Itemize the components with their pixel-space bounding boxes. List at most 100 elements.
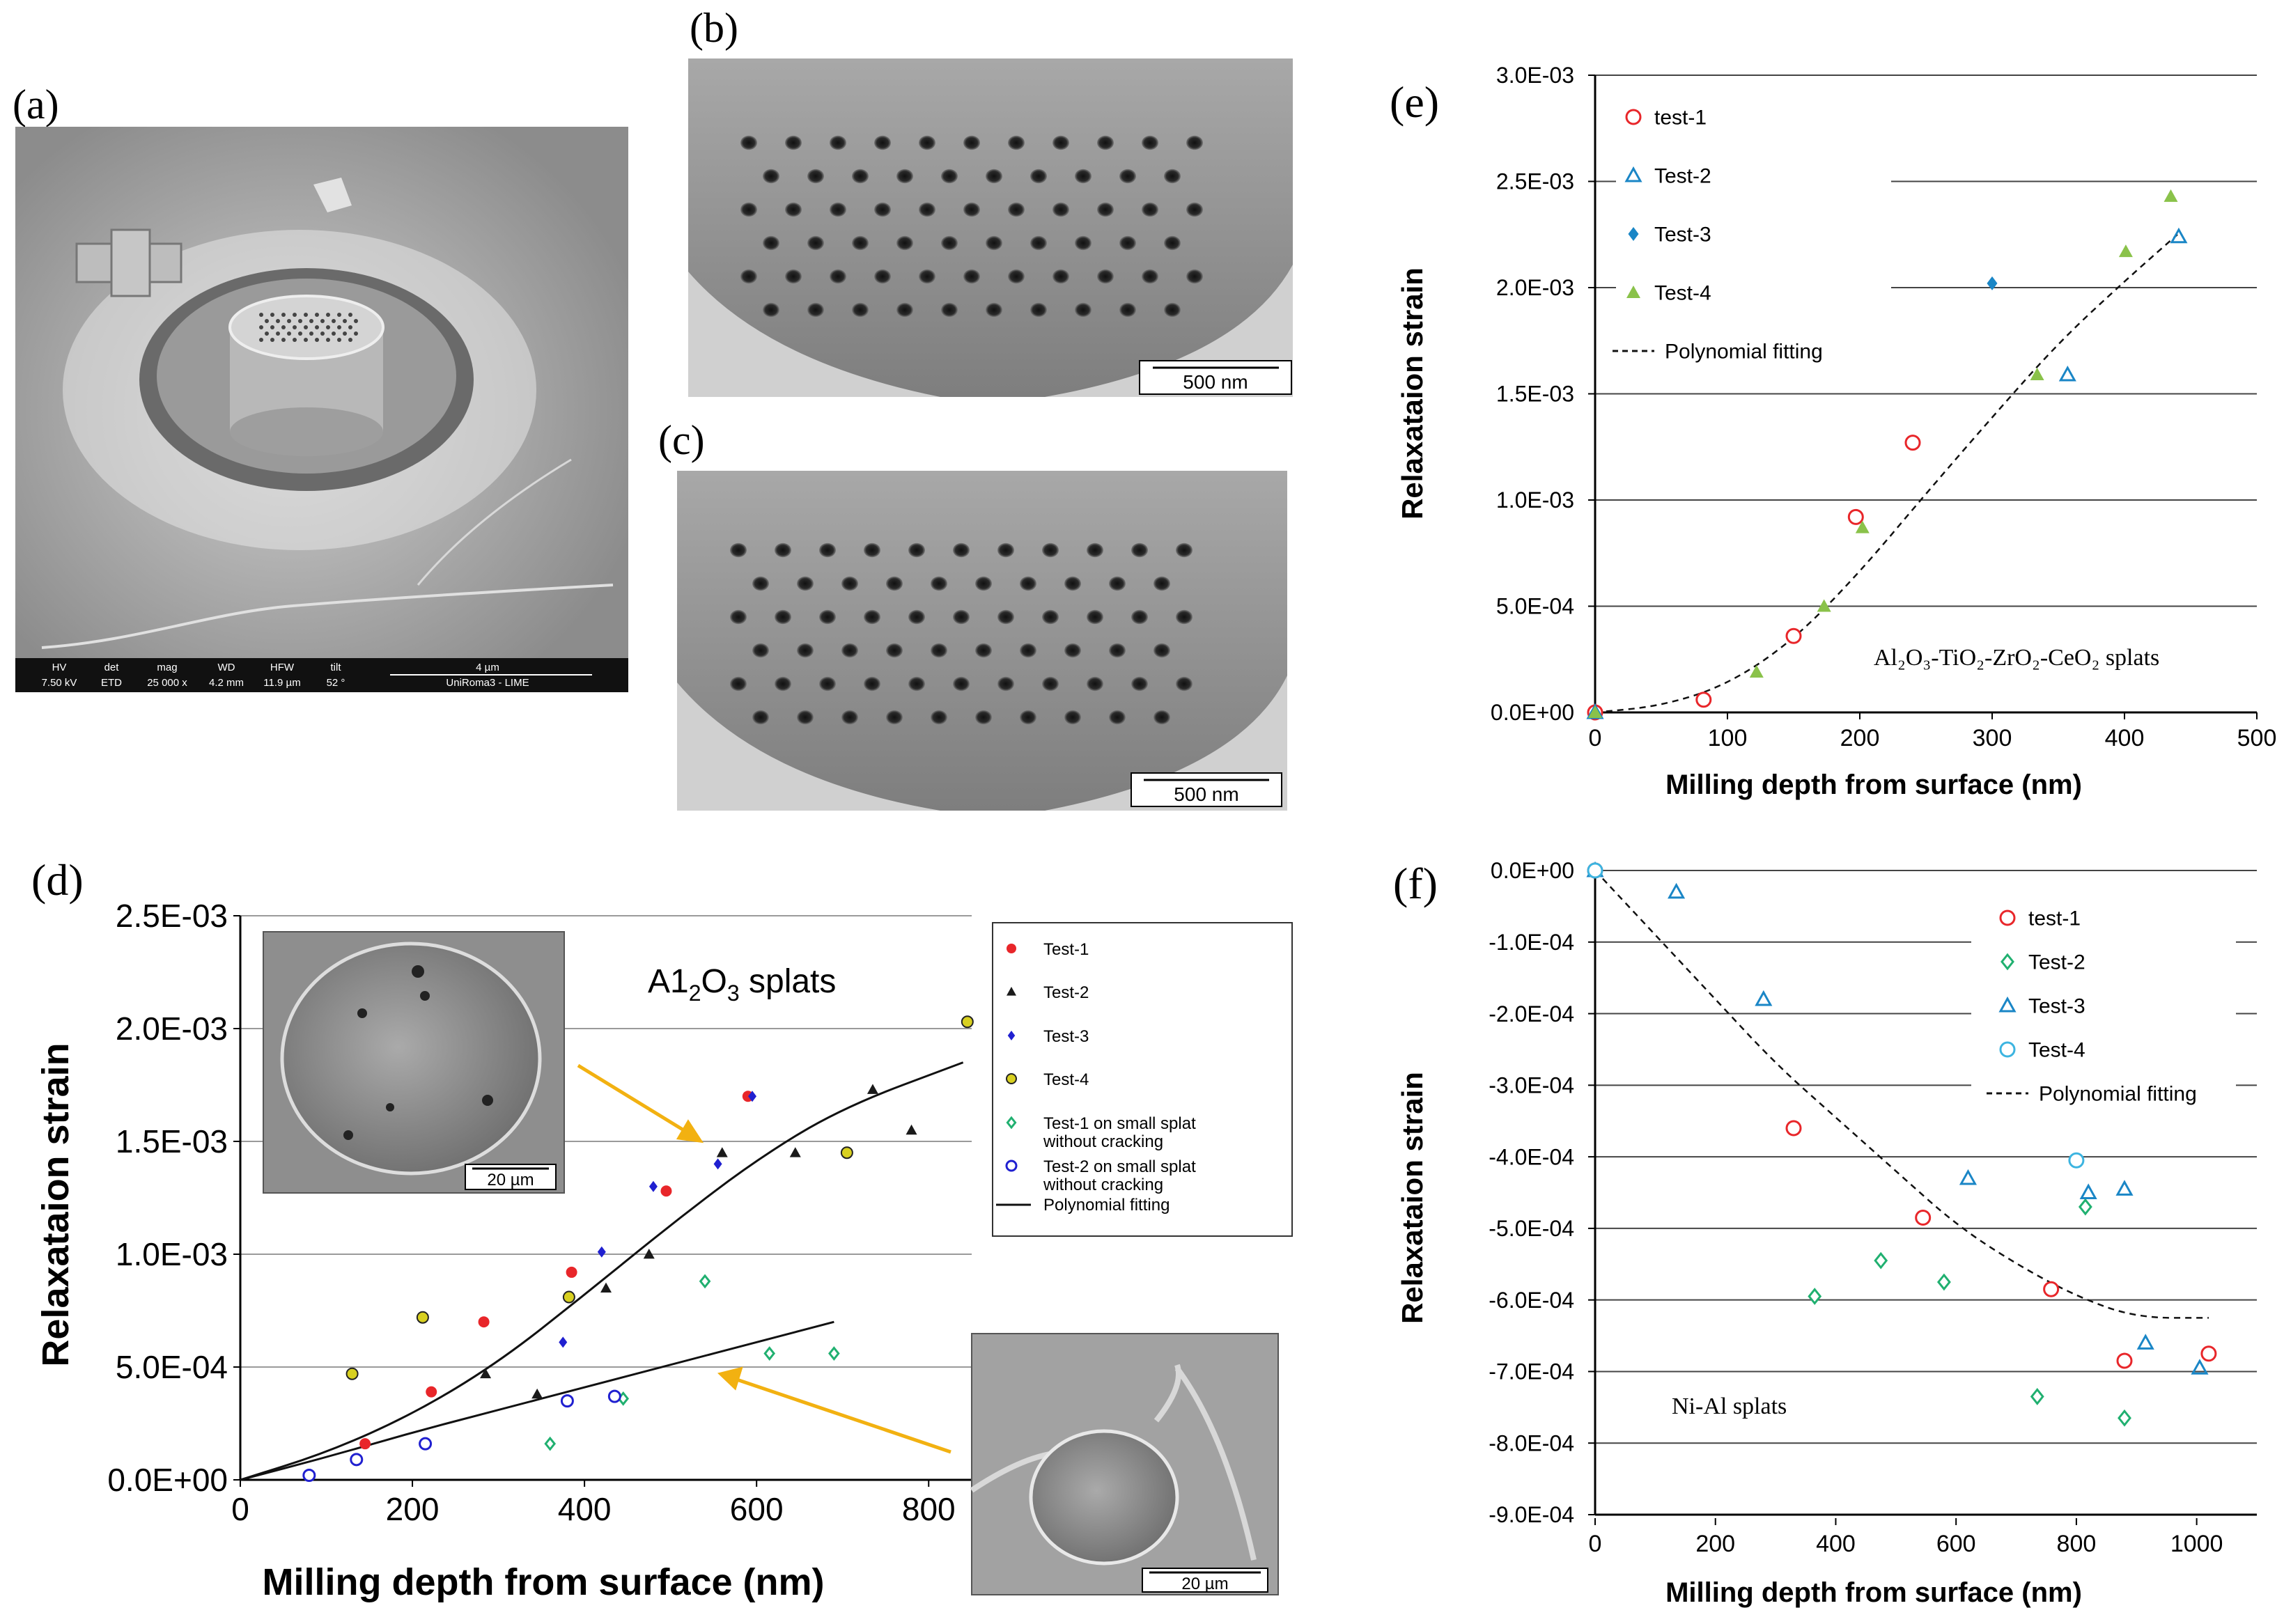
- etched-hole: [1131, 676, 1148, 692]
- legend-label-test-2: Test-2: [1654, 165, 1711, 188]
- fit-line-1: [1594, 233, 2178, 714]
- sem-det-label: det: [104, 662, 120, 673]
- etched-hole: [1030, 302, 1047, 318]
- etched-hole: [1064, 710, 1081, 725]
- y-tick-label: 1.5E-03: [116, 1123, 228, 1160]
- x-tick-label: 0: [231, 1491, 249, 1527]
- pillar-hole: [304, 338, 308, 342]
- y-tick-label: 0.0E+00: [107, 1462, 228, 1498]
- data-point-test-3: [748, 1091, 756, 1102]
- y-tick-label: -4.0E-04: [1489, 1144, 1574, 1169]
- etched-hole: [1042, 542, 1059, 558]
- y-tick-label: 1.0E-03: [1496, 487, 1574, 513]
- etched-hole: [953, 542, 970, 558]
- grid-d: [240, 915, 972, 1368]
- etched-hole: [919, 135, 935, 150]
- etched-hole: [807, 235, 824, 251]
- etched-hole: [1142, 269, 1158, 284]
- panel-d: (d) 0.0E+00 5.0E-04 1.0E-03 1.5E-03 2.0E-03 2…: [31, 855, 1293, 1603]
- panel-e-letter: (e): [1390, 77, 1439, 127]
- etched-hole: [931, 710, 947, 725]
- etched-hole: [986, 169, 1002, 184]
- sem-wd-value: 4.2 mm: [209, 677, 244, 689]
- data-point-test-2: [2030, 1388, 2044, 1405]
- data-point-test-1-on-small-splat-without-cracking: [699, 1274, 711, 1289]
- data-point-test-1: [1695, 692, 1712, 708]
- data-point-test-3: [2079, 1183, 2097, 1199]
- data-point-test-1: [1785, 627, 1802, 644]
- sem-scale-label: 4 µm: [476, 662, 499, 673]
- etched-hole: [730, 676, 747, 692]
- legend-d: [992, 922, 1293, 1237]
- fit-lines-d: [240, 1061, 964, 1481]
- inset-top-scale-label: 20 µm: [487, 1171, 534, 1189]
- hole-array-b: [740, 135, 1203, 318]
- x-ticks-e: 0 100 200 300 400 500: [1589, 712, 2276, 751]
- etched-hole: [740, 202, 757, 217]
- x-ticks-d: 0 200 400 600 800: [231, 1480, 956, 1527]
- etched-hole: [1097, 269, 1114, 284]
- legend-label-test-3: Test-3: [2028, 995, 2085, 1018]
- panel-f-letter: (f): [1393, 859, 1438, 908]
- etched-hole: [819, 676, 836, 692]
- etched-hole: [763, 169, 779, 184]
- data-point-test-2-on-small-splat-without-cracking: [607, 1389, 621, 1403]
- legend-label-test-2-on-small-splat-without-cracking: Test-2 on small splat without cracking: [1043, 1157, 1196, 1194]
- etched-hole: [830, 135, 846, 150]
- x-tick-label: 200: [1695, 1531, 1735, 1557]
- y-tick-label: 1.5E-03: [1496, 382, 1574, 407]
- y-axis-label-d: Relaxataion strain: [35, 1043, 77, 1366]
- fit-lines-f: [1594, 870, 2209, 1319]
- data-point-test-4: [416, 1311, 429, 1324]
- y-tick-label: -5.0E-04: [1489, 1216, 1574, 1241]
- pillar-hole: [326, 313, 330, 317]
- pillar-hole: [320, 331, 325, 336]
- etched-hole: [1176, 609, 1193, 625]
- data-point-test-1: [478, 1316, 490, 1328]
- etched-hole: [864, 676, 880, 692]
- fit-lines-e: [1594, 233, 2178, 714]
- pillar-hole: [259, 313, 263, 317]
- etched-hole: [841, 643, 858, 658]
- sem-hv-value: 7.50 kV: [42, 677, 77, 689]
- legend-marker-test-2: [1007, 987, 1016, 996]
- etched-hole: [1064, 643, 1081, 658]
- data-point-test-2: [2118, 1409, 2131, 1427]
- sem-hfw-label: HFW: [270, 662, 295, 673]
- pillar-hole: [293, 313, 297, 317]
- etched-hole: [886, 576, 903, 591]
- fit-line-1: [1594, 870, 2209, 1319]
- x-tick-label: 1000: [2170, 1531, 2223, 1557]
- etched-hole: [785, 269, 802, 284]
- sem-image-c: [677, 471, 1287, 811]
- data-point-test-4: [2163, 189, 2178, 202]
- etched-hole: [852, 235, 869, 251]
- data-point-test-3: [1755, 990, 1773, 1006]
- sem-tilt-value: 52 °: [327, 677, 345, 689]
- data-point-test-1: [359, 1438, 371, 1450]
- y-tick-label: 2.0E-03: [116, 1010, 228, 1047]
- etched-hole: [1020, 710, 1036, 725]
- data-points-d: [302, 1015, 974, 1483]
- etched-hole: [763, 302, 779, 318]
- legend-marker-test-3: [1998, 996, 2017, 1013]
- etched-hole: [953, 676, 970, 692]
- etched-hole: [886, 710, 903, 725]
- etched-hole: [1119, 235, 1136, 251]
- data-point-test-2-on-small-splat-without-cracking: [350, 1453, 364, 1467]
- legend-label-test-3: Test-3: [1043, 1027, 1089, 1046]
- pillar-hole: [343, 331, 347, 336]
- etched-hole: [1087, 542, 1103, 558]
- pillar-hole: [270, 313, 274, 317]
- data-point-test-2: [531, 1388, 543, 1399]
- data-point-test-3: [2115, 1180, 2134, 1196]
- y-tick-label: 5.0E-04: [116, 1349, 228, 1385]
- legend-marker-test-4: [1006, 1073, 1017, 1084]
- legend-marker-test-3: [1007, 1031, 1016, 1040]
- sem-det-value: ETD: [101, 677, 122, 689]
- data-point-test-1: [426, 1386, 437, 1398]
- x-tick-label: 400: [558, 1491, 612, 1527]
- legend-label-test-2: Test-2: [2028, 951, 2085, 974]
- pillar-hole: [315, 338, 319, 342]
- data-point-test-4: [345, 1367, 359, 1380]
